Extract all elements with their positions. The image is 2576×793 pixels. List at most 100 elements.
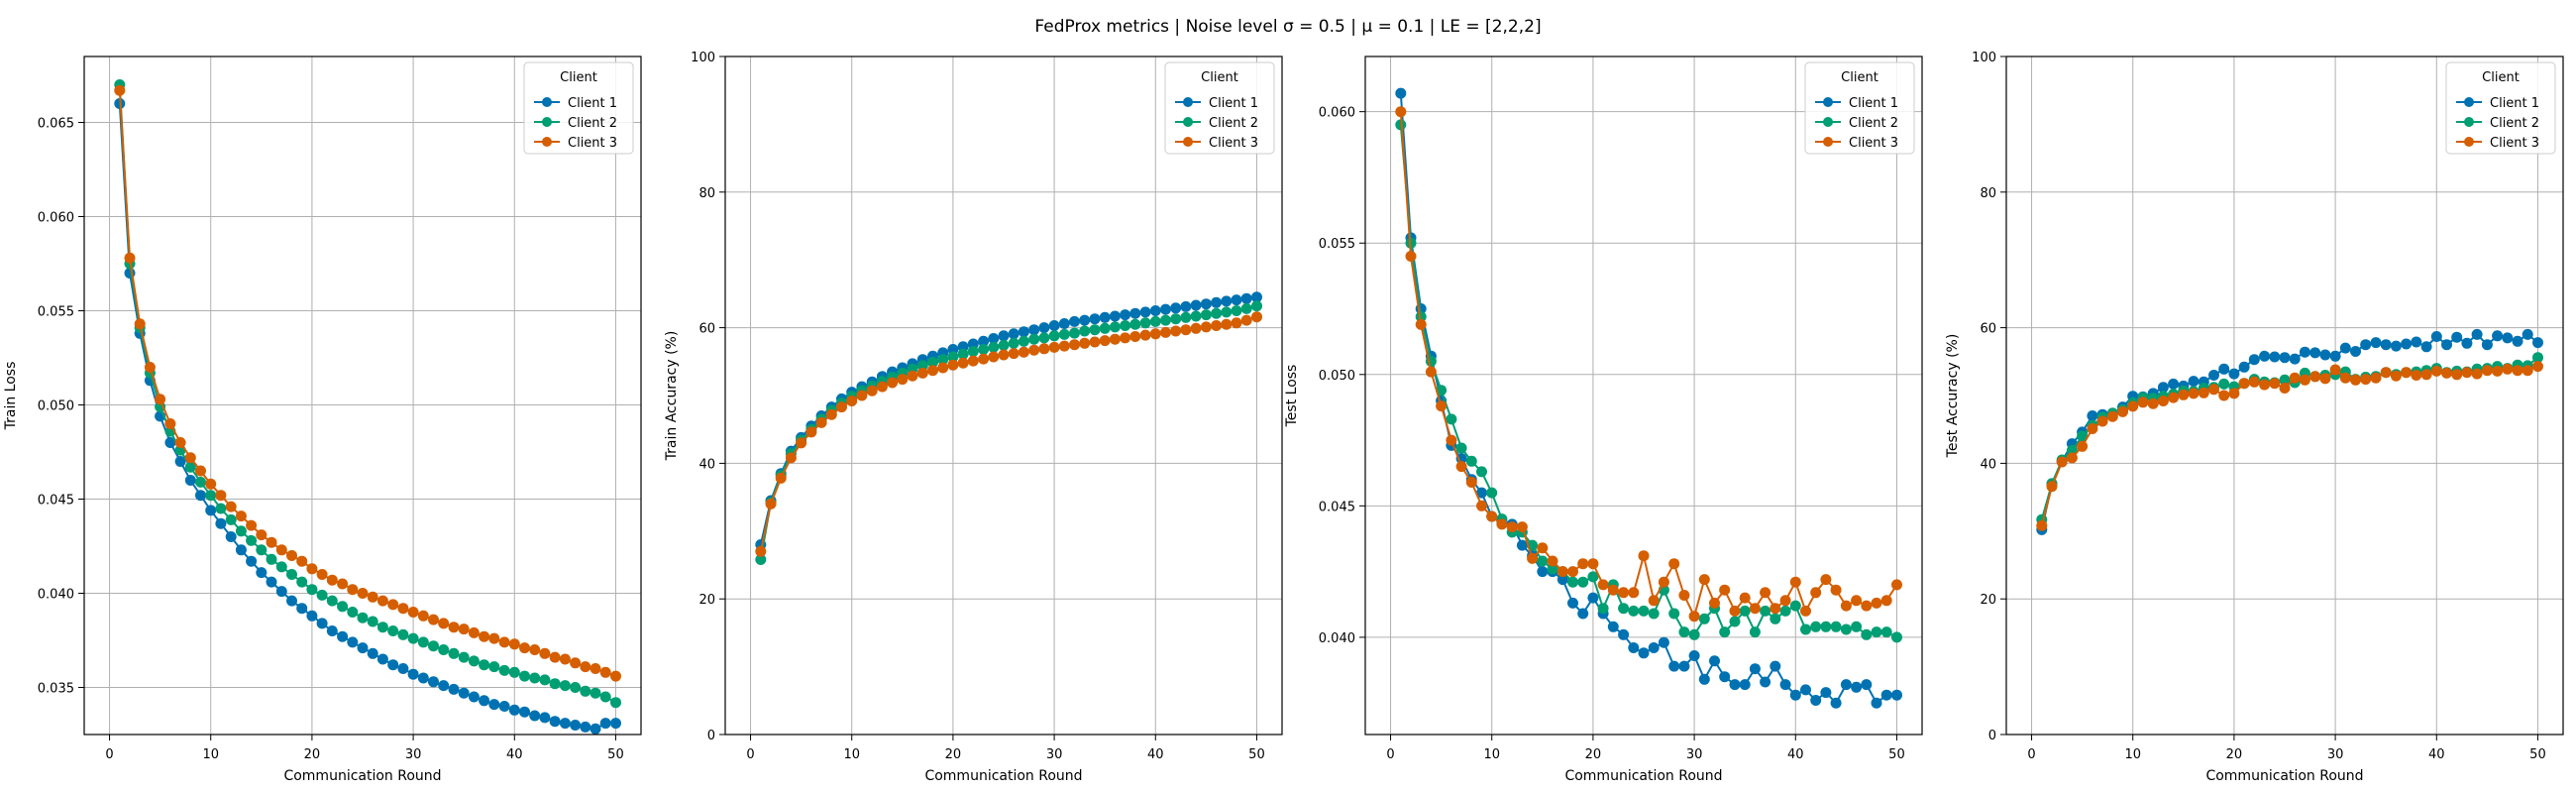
x-tick-label: 10 [843, 747, 860, 762]
data-point-client-1 [225, 531, 237, 542]
data-point-client-1 [1719, 671, 1731, 683]
data-point-client-3 [2248, 376, 2260, 388]
data-point-client-3 [1038, 343, 1050, 355]
x-tick-label: 30 [405, 747, 422, 762]
data-point-client-2 [1170, 313, 1182, 325]
data-point-client-3 [347, 584, 359, 596]
data-point-client-3 [2481, 365, 2493, 377]
legend-swatch-marker [2464, 117, 2474, 127]
data-point-client-1 [479, 695, 490, 707]
data-point-client-1 [164, 437, 176, 448]
data-point-client-1 [2370, 337, 2382, 349]
data-point-client-3 [1770, 603, 1781, 615]
legend-swatch-marker [1823, 137, 1833, 147]
x-tick-label: 50 [1888, 747, 1905, 762]
data-point-client-3 [2420, 369, 2432, 381]
data-point-client-3 [2360, 374, 2372, 386]
data-point-client-1 [2471, 328, 2483, 340]
data-point-client-2 [1749, 626, 1761, 638]
data-point-client-3 [1537, 542, 1549, 554]
data-point-client-1 [2492, 330, 2504, 342]
data-point-client-2 [438, 644, 450, 655]
data-point-client-1 [1891, 689, 1902, 701]
data-point-client-1 [1069, 315, 1080, 327]
data-point-client-2 [1840, 623, 1852, 635]
x-tick-label: 50 [1248, 747, 1265, 762]
data-point-client-2 [1211, 307, 1223, 319]
data-point-client-1 [1048, 320, 1060, 331]
data-point-client-2 [1779, 605, 1791, 617]
x-tick-label: 30 [2327, 747, 2344, 762]
data-point-client-3 [610, 670, 621, 682]
data-point-client-2 [549, 678, 561, 690]
data-point-client-1 [1129, 307, 1141, 319]
legend-swatch-marker [542, 97, 552, 107]
series-line-client-3 [2040, 365, 2538, 526]
data-point-client-3 [1405, 251, 1417, 262]
data-point-client-1 [2259, 350, 2271, 362]
data-point-client-1 [1688, 650, 1700, 661]
y-tick-label: 0.050 [38, 399, 74, 414]
legend-swatch-marker [2464, 137, 2474, 147]
series-line-client-1 [118, 103, 616, 731]
data-point-client-2 [1231, 305, 1242, 316]
data-point-client-3 [2046, 481, 2058, 493]
data-point-client-1 [2360, 339, 2372, 351]
data-point-client-3 [2056, 456, 2068, 468]
data-point-client-1 [549, 716, 561, 728]
x-tick-label: 40 [1787, 747, 1804, 762]
data-point-client-3 [2492, 365, 2504, 377]
data-point-client-1 [1099, 311, 1111, 323]
data-point-client-3 [529, 644, 541, 655]
data-point-client-3 [488, 632, 500, 644]
x-tick-label: 20 [2226, 747, 2243, 762]
data-point-client-3 [1089, 336, 1101, 348]
data-point-client-2 [927, 357, 938, 368]
data-point-client-1 [215, 517, 227, 529]
legend-swatch-marker [1183, 117, 1193, 127]
data-point-client-1 [2502, 332, 2514, 344]
data-point-client-2 [1129, 318, 1141, 330]
data-point-client-3 [1231, 317, 1242, 329]
data-point-client-2 [246, 534, 258, 546]
data-point-client-2 [1851, 621, 1863, 632]
data-point-client-3 [2096, 415, 2108, 427]
data-point-client-3 [2512, 365, 2523, 377]
data-point-client-1 [2208, 370, 2219, 381]
data-point-client-2 [1028, 333, 1040, 345]
data-point-client-2 [195, 476, 206, 488]
data-point-client-3 [1048, 341, 1060, 353]
data-point-client-1 [1800, 684, 1811, 696]
subplot-2: 0 10 20 30 40 50 0 20 40 60 80 100 Communication Rou… [664, 51, 1283, 784]
data-point-client-3 [1465, 477, 1477, 488]
data-point-client-1 [2430, 331, 2442, 342]
y-tick-label: 40 [698, 457, 715, 472]
data-point-client-1 [1658, 636, 1669, 648]
data-point-client-3 [937, 362, 949, 374]
data-point-client-3 [998, 349, 1010, 361]
data-point-client-3 [927, 365, 938, 377]
legend-swatch-marker [542, 117, 552, 127]
data-point-client-1 [296, 603, 308, 615]
data-point-client-2 [1638, 605, 1650, 617]
data-point-client-1 [1089, 313, 1101, 325]
data-point-client-3 [1069, 339, 1080, 351]
data-point-client-2 [215, 503, 227, 514]
data-point-client-1 [275, 586, 287, 598]
data-point-client-3 [337, 578, 349, 590]
data-point-client-1 [2319, 349, 2331, 361]
data-point-client-3 [765, 498, 777, 510]
data-point-client-2 [1891, 631, 1902, 643]
data-point-client-1 [246, 555, 258, 567]
data-point-client-3 [1628, 587, 1640, 599]
data-point-client-2 [1221, 306, 1233, 318]
data-point-client-2 [337, 601, 349, 613]
y-tick-label: 0.040 [38, 588, 74, 603]
data-point-client-1 [2329, 350, 2341, 362]
legend: Client Client 1 Client 2 Client 3 [1804, 61, 1915, 155]
data-point-client-3 [275, 544, 287, 556]
data-point-client-3 [134, 318, 146, 330]
data-point-client-1 [2481, 339, 2493, 351]
data-point-client-1 [1149, 305, 1161, 316]
data-point-client-3 [1018, 346, 1029, 358]
